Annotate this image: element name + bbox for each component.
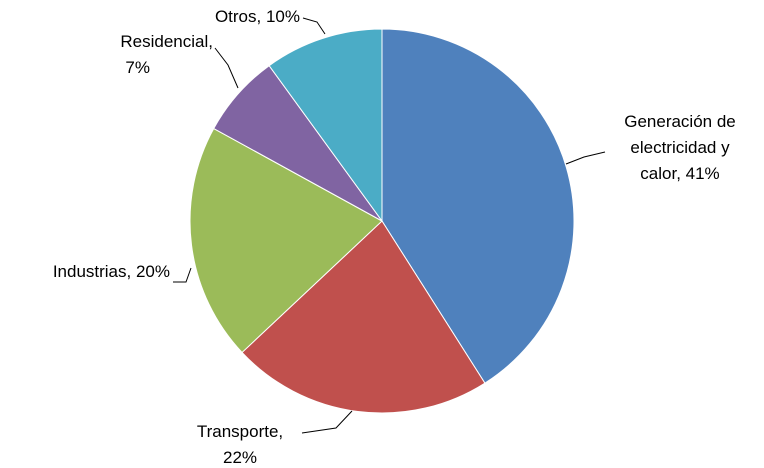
leader-line xyxy=(565,151,606,165)
data-label: Industrias, 20% xyxy=(53,262,170,281)
data-label-line: 7% xyxy=(125,58,150,77)
data-label: Transporte, 22% xyxy=(197,422,283,467)
leader-line xyxy=(173,267,192,283)
pie-slice xyxy=(189,127,383,354)
data-label-line: electricidad y xyxy=(630,138,730,157)
data-label-line: Generación de xyxy=(624,112,736,131)
pie-slice xyxy=(268,28,383,223)
data-label-line: Transporte, xyxy=(197,422,283,441)
data-label-line: Otros, 10% xyxy=(215,7,300,26)
leader-line xyxy=(302,17,326,35)
data-label-line: Residencial, xyxy=(120,32,213,51)
data-label: Otros, 10% xyxy=(215,7,300,26)
data-label-line: 22% xyxy=(223,448,257,467)
data-label: Residencial, 7% xyxy=(120,32,213,77)
pie-slice xyxy=(241,220,486,414)
data-label-line: Industrias, 20% xyxy=(53,262,170,281)
data-label: Generación de electricidad y calor, 41% xyxy=(624,112,736,183)
leader-line xyxy=(214,47,239,89)
data-label-line: calor, 41% xyxy=(640,164,719,183)
pie-slice xyxy=(381,28,575,384)
leader-line xyxy=(301,410,353,434)
